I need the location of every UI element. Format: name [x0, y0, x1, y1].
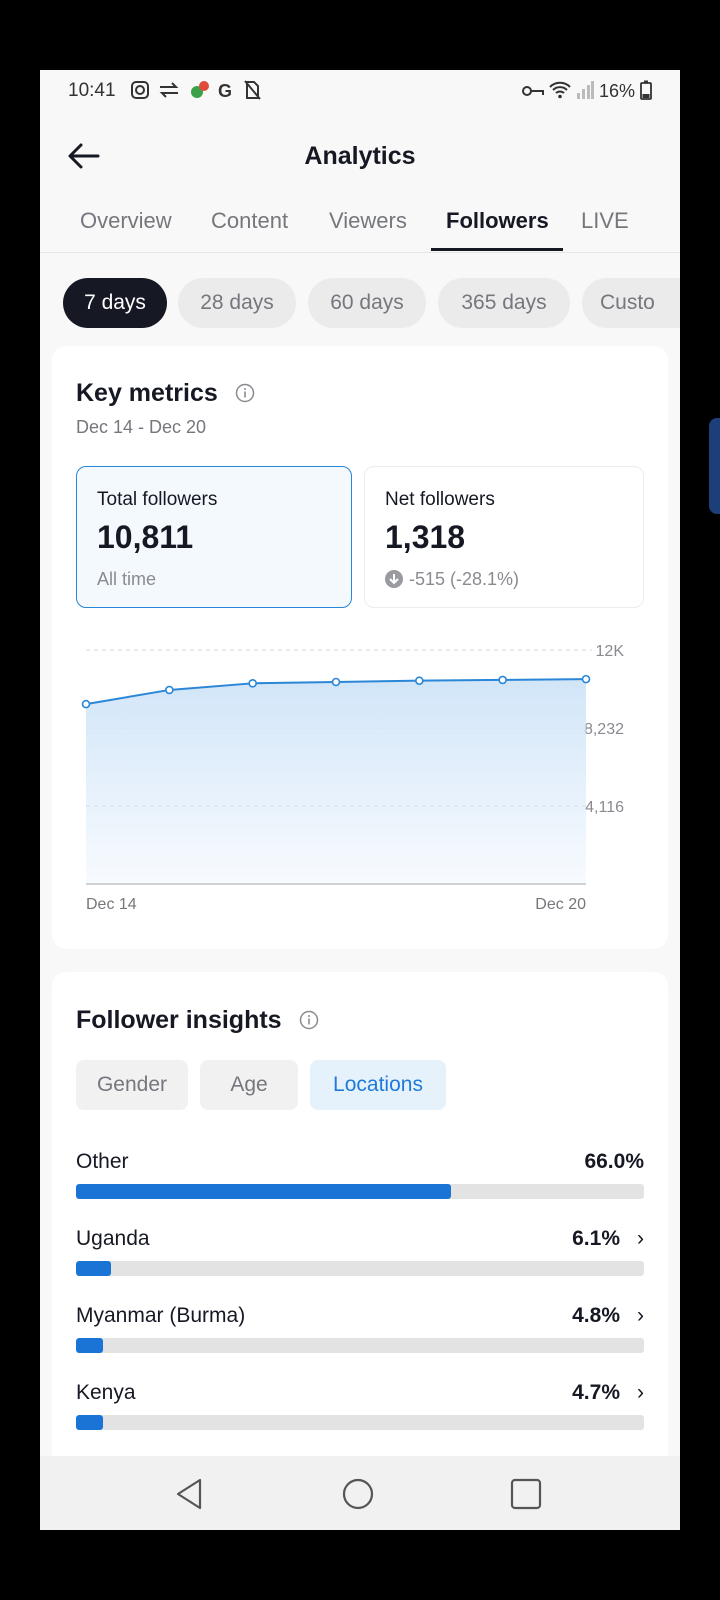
chip-age[interactable]: Age [200, 1060, 298, 1110]
data-point [331, 677, 341, 687]
range-60-days[interactable]: 60 days [308, 278, 426, 328]
range-28-days[interactable]: 28 days [178, 278, 296, 328]
y-tick-label: 12K [596, 643, 625, 660]
status-time: 10:41 [68, 80, 116, 101]
location-name: Kenya [76, 1381, 136, 1404]
status-right-icons: 16% [521, 80, 652, 102]
location-row-myanmar[interactable]: Myanmar (Burma) 4.8% › [76, 1304, 644, 1374]
data-point [81, 699, 91, 709]
page-title: Analytics [304, 142, 416, 170]
info-icon[interactable] [235, 383, 255, 403]
location-bar-fill [76, 1184, 451, 1199]
location-name: Myanmar (Burma) [76, 1304, 246, 1327]
total-followers-value: 10,811 [97, 519, 194, 555]
tab-live[interactable]: LIVE [581, 208, 629, 233]
location-row-other: Other 66.0% [76, 1150, 644, 1220]
location-percent: 66.0% [584, 1150, 644, 1173]
location-bar-track [76, 1415, 644, 1430]
signal-icon [576, 81, 594, 99]
tab-followers[interactable]: Followers [446, 208, 549, 233]
system-navigation-bar [40, 1456, 680, 1530]
instagram-icon [131, 81, 149, 99]
edge-panel-handle[interactable] [709, 418, 720, 514]
follower-insights-card: Follower insights Gender Age Locations O… [52, 972, 668, 1530]
net-change-text: -515 (-28.1%) [409, 569, 520, 589]
status-bar: 10:41 G 16% [40, 70, 680, 114]
data-point [165, 685, 174, 695]
back-arrow-icon[interactable] [64, 136, 104, 176]
location-row-uganda[interactable]: Uganda 6.1% › [76, 1227, 644, 1297]
total-followers-metric[interactable]: Total followers 10,811 All time [76, 466, 352, 608]
tab-overview[interactable]: Overview [80, 208, 172, 233]
location-bar-fill [76, 1415, 103, 1430]
range-365-days[interactable]: 365 days [438, 278, 570, 328]
y-tick-label: 4,116 [585, 799, 624, 816]
range-custom[interactable]: Custo [582, 278, 680, 328]
location-bar-track [76, 1338, 644, 1353]
data-point [415, 676, 424, 685]
wifi-icon [549, 81, 571, 99]
data-point [498, 675, 507, 685]
info-icon[interactable] [299, 1010, 319, 1030]
range-7-days[interactable]: 7 days [63, 278, 167, 328]
location-percent: 6.1% [572, 1227, 620, 1250]
location-percent: 4.8% [572, 1304, 620, 1327]
battery-icon [640, 80, 652, 100]
status-left-icons: G [130, 79, 261, 102]
location-bar-track [76, 1261, 644, 1276]
key-metrics-card: Key metrics Dec 14 - Dec 20 Total follow… [52, 346, 668, 949]
location-row-kenya[interactable]: Kenya 4.7% › [76, 1381, 644, 1451]
chevron-right-icon: › [637, 1227, 644, 1250]
chevron-right-icon: › [637, 1381, 644, 1404]
net-followers-change: -515 (-28.1%) [385, 569, 519, 590]
net-followers-label: Net followers [385, 489, 495, 510]
follower-insights-title: Follower insights [76, 1006, 282, 1034]
net-followers-metric[interactable]: Net followers 1,318 -515 (-28.1%) [364, 466, 644, 608]
chip-gender[interactable]: Gender [76, 1060, 188, 1110]
location-bar-fill [76, 1338, 104, 1353]
location-bar-track [76, 1184, 644, 1199]
total-followers-note: All time [97, 569, 157, 589]
transfer-icon [159, 82, 179, 98]
location-bar-fill [76, 1261, 111, 1276]
vpn-key-icon [521, 86, 544, 96]
nav-back-icon[interactable] [170, 1474, 210, 1514]
date-range-text: Dec 14 - Dec 20 [76, 417, 207, 437]
location-percent: 4.7% [572, 1381, 620, 1404]
battery-percent: 16% [598, 81, 635, 101]
key-metrics-title: Key metrics [76, 379, 218, 407]
x-tick-label: Dec 20 [535, 896, 586, 913]
google-icon: G [218, 81, 236, 101]
active-tab-indicator [431, 248, 563, 251]
nav-home-icon[interactable] [338, 1474, 378, 1514]
nav-recents-icon[interactable] [506, 1474, 546, 1514]
down-arrow-icon [385, 570, 403, 588]
followers-area-chart: 12K 8,232 4,116 Dec 14 Dec 20 [81, 643, 625, 913]
data-point [248, 679, 257, 688]
analytics-tabs: Overview Content Viewers Followers LIVE [40, 192, 680, 253]
area-fill [86, 679, 586, 884]
net-followers-value: 1,318 [385, 519, 466, 555]
no-sim-icon [244, 80, 261, 100]
location-name: Uganda [76, 1227, 150, 1250]
chip-locations[interactable]: Locations [310, 1060, 446, 1110]
chevron-right-icon: › [637, 1304, 644, 1327]
tab-viewers[interactable]: Viewers [329, 208, 407, 233]
y-tick-label: 8,232 [584, 721, 624, 738]
data-point [581, 674, 591, 684]
fake-gps-icon [191, 81, 210, 98]
tab-content[interactable]: Content [211, 208, 289, 233]
location-name: Other [76, 1150, 129, 1173]
total-followers-label: Total followers [97, 489, 218, 510]
app-screen: 10:41 G 16% Analytics Overview Content V… [40, 70, 680, 1530]
x-tick-label: Dec 14 [86, 896, 137, 913]
